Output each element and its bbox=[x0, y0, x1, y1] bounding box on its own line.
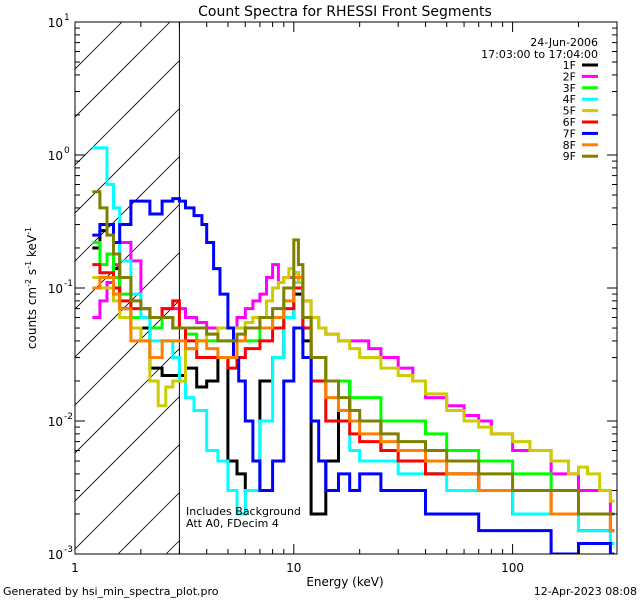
y-label-exponent: -1 bbox=[24, 227, 33, 235]
y-tick-label: 10 bbox=[48, 149, 63, 163]
hatch-line bbox=[75, 22, 267, 214]
legend-label-8F: 8F bbox=[563, 139, 576, 152]
series-line-9F bbox=[92, 190, 615, 516]
y-axis-label: counts cm-2 s-1 keV-1 bbox=[24, 227, 39, 349]
date-label: 24-Jun-2006 bbox=[530, 36, 598, 49]
legend-label-4F: 4F bbox=[563, 93, 576, 106]
y-tick-exponent: -1 bbox=[64, 279, 73, 289]
y-label-text: counts cm bbox=[25, 287, 39, 349]
x-tick-label: 10 bbox=[286, 561, 301, 575]
y-tick-exponent: -2 bbox=[64, 412, 73, 422]
y-tick-label: 10 bbox=[48, 415, 63, 429]
series-line-8F bbox=[92, 276, 615, 533]
footer-generated: Generated by hsi_min_spectra_plot.pro bbox=[3, 585, 219, 598]
y-label-text: keV bbox=[25, 234, 39, 261]
legend-label-9F: 9F bbox=[563, 150, 576, 163]
y-tick-label: 10 bbox=[48, 16, 63, 30]
series-line-5F bbox=[92, 267, 615, 503]
y-label-text: s bbox=[25, 269, 39, 279]
x-tick-label: 100 bbox=[501, 561, 524, 575]
y-tick-exponent: 0 bbox=[64, 146, 70, 156]
background-note: Includes Background bbox=[186, 505, 301, 518]
y-label-exponent: -1 bbox=[24, 261, 33, 269]
x-tick-label: 1 bbox=[71, 561, 79, 575]
y-label-exponent: -2 bbox=[24, 279, 33, 287]
y-tick-exponent: -3 bbox=[64, 545, 73, 555]
footer-timestamp: 12-Apr-2023 08:08 bbox=[534, 585, 637, 598]
legend-label-6F: 6F bbox=[563, 116, 576, 129]
legend-label-1F: 1F bbox=[563, 59, 576, 72]
hatch-line bbox=[75, 22, 219, 166]
y-tick-exponent: 1 bbox=[64, 13, 70, 23]
legend-label-3F: 3F bbox=[563, 82, 576, 95]
y-tick-label: 10 bbox=[48, 282, 63, 296]
legend-label-7F: 7F bbox=[563, 127, 576, 140]
chart-title: Count Spectra for RHESSI Front Segments bbox=[198, 4, 492, 20]
y-tick-label: 10 bbox=[48, 548, 63, 562]
attenuator-note: Att A0, FDecim 4 bbox=[186, 517, 279, 530]
series-line-7F bbox=[92, 197, 615, 554]
hatch-line bbox=[0, 22, 26, 554]
legend-label-5F: 5F bbox=[563, 105, 576, 118]
legend-label-2F: 2F bbox=[563, 70, 576, 83]
hatch-line bbox=[75, 22, 171, 118]
time-range-label: 17:03:00 to 17:04:00 bbox=[481, 48, 598, 61]
x-axis-label: Energy (keV) bbox=[306, 575, 383, 589]
series-group bbox=[92, 146, 615, 554]
